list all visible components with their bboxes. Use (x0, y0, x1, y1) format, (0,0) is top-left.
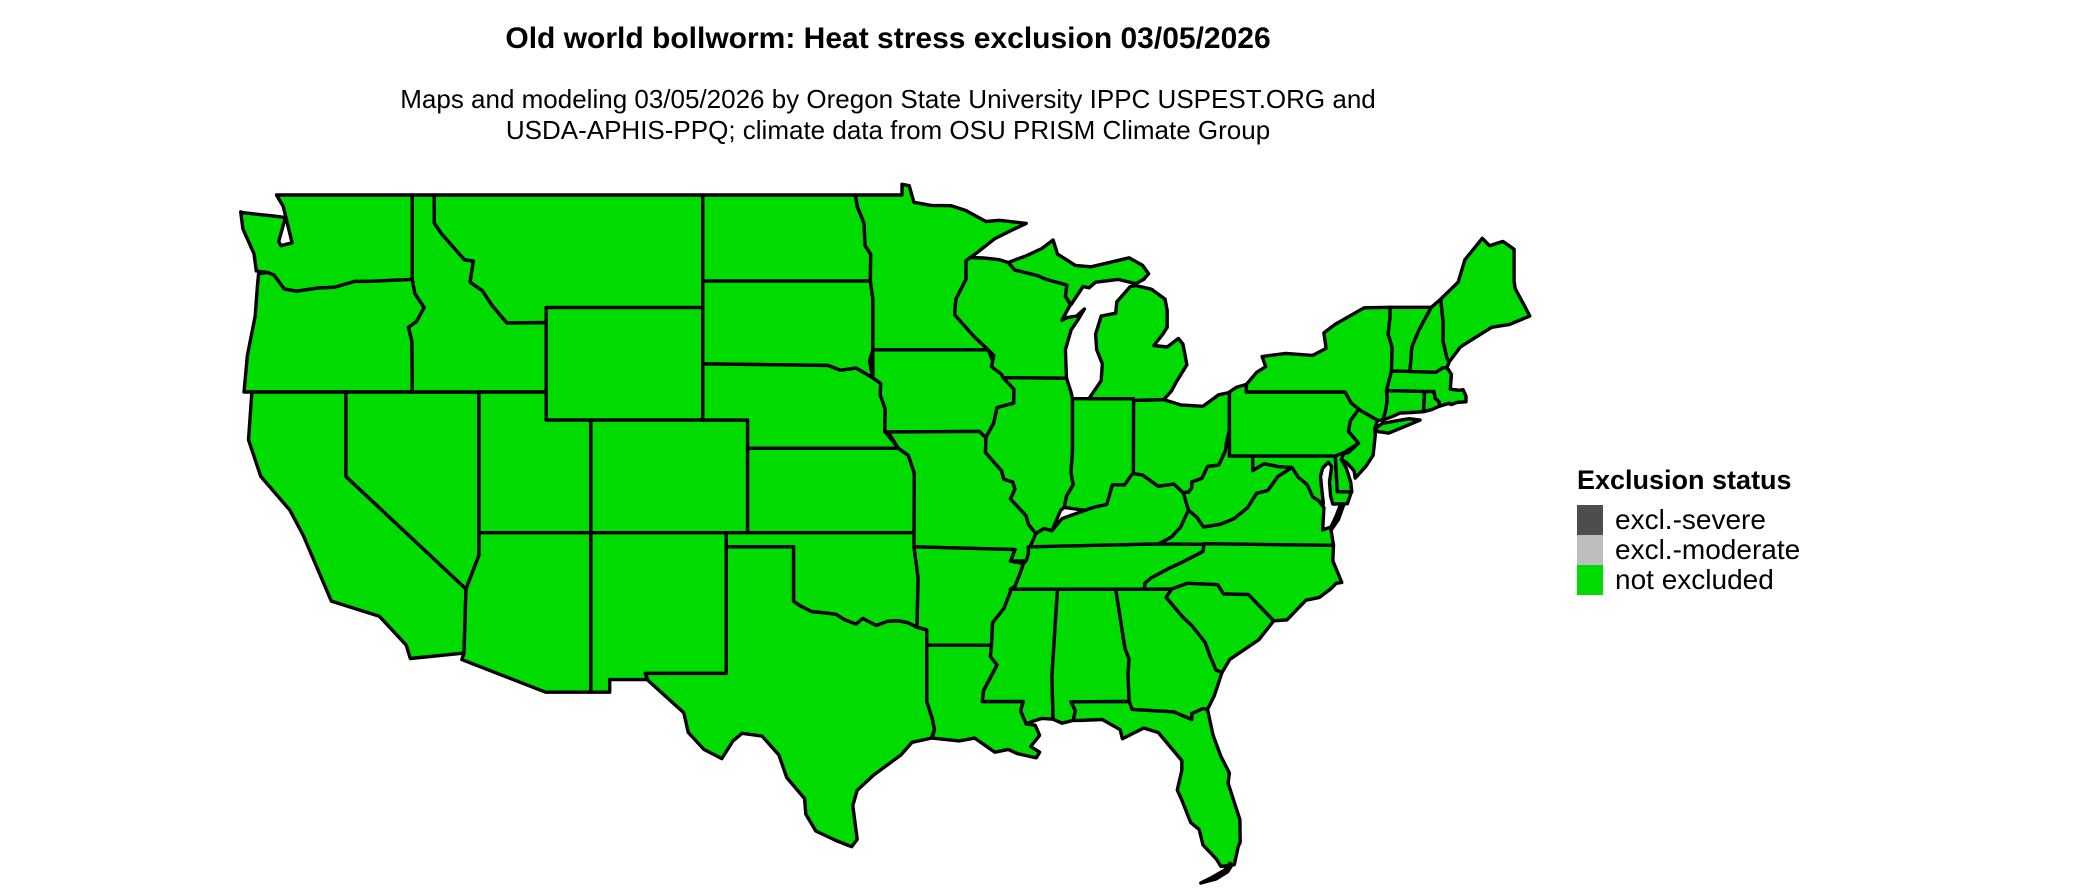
state-arizona (460, 531, 593, 694)
legend-item-moderate: excl.-moderate (1577, 535, 1800, 565)
map-subtitle-line1: Maps and modeling 03/05/2026 by Oregon S… (400, 84, 1376, 114)
state-wyoming (544, 305, 705, 422)
state-newmexico (589, 531, 728, 694)
legend-swatch-not-excluded (1577, 565, 1603, 595)
legend-item-not-excluded: not excluded (1577, 565, 1800, 595)
state-texas (643, 545, 937, 849)
state-florida (1069, 699, 1242, 885)
legend-label-severe: excl.-severe (1615, 504, 1766, 535)
state-maine (1439, 236, 1532, 364)
state-southcarolina (1164, 581, 1276, 675)
legend-heading: Exclusion status (1577, 465, 1792, 495)
state-newjersey (1339, 407, 1380, 480)
map-subtitle-line2: USDA-APHIS-PPQ; climate data from OSU PR… (505, 115, 1271, 145)
state-kansas (745, 446, 916, 535)
state-michigan (1006, 238, 1189, 403)
state-connecticut (1381, 388, 1427, 422)
map-title: Old world bollworm: Heat stress exclusio… (505, 22, 1271, 55)
map-subtitle: Maps and modeling 03/05/2026 by Oregon S… (0, 84, 1776, 146)
legend-swatch-moderate (1577, 535, 1603, 565)
state-oregon (242, 270, 426, 394)
state-maryland (1251, 454, 1354, 506)
state-northdakota (701, 193, 873, 283)
legend-label-not-excluded: not excluded (1615, 564, 1774, 595)
state-pennsylvania (1227, 382, 1361, 458)
legend-item-severe: excl.-severe (1577, 505, 1800, 535)
legend-swatch-severe (1577, 505, 1603, 535)
state-colorado (589, 418, 750, 535)
legend: excl.-severe excl.-moderate not excluded (1577, 505, 1800, 595)
legend-label-moderate: excl.-moderate (1615, 534, 1801, 565)
